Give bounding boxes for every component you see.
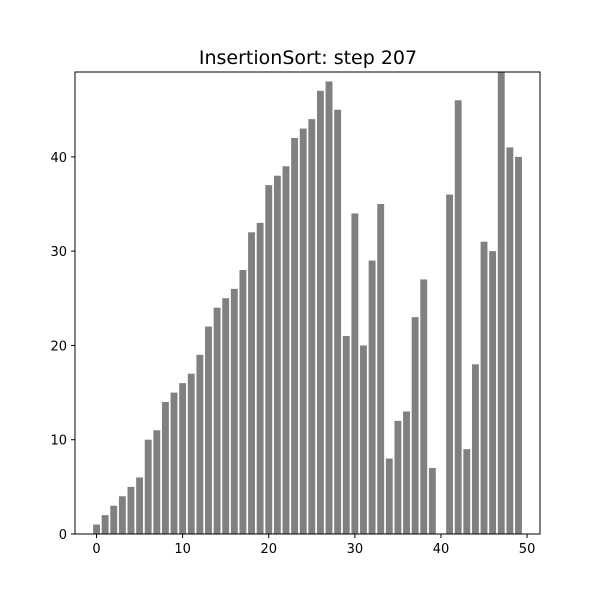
bar (93, 524, 100, 534)
bar (230, 288, 238, 534)
bars-group (93, 72, 522, 535)
bar (428, 468, 436, 534)
plot-frame (74, 71, 541, 535)
bar (515, 156, 522, 535)
x-tick-label: 50 (519, 542, 536, 557)
y-tick-label: 0 (59, 528, 67, 543)
bar (342, 336, 350, 534)
bar (144, 439, 152, 534)
bar (187, 373, 195, 534)
x-tick-label: 40 (433, 542, 450, 557)
bar (489, 251, 497, 534)
bar (316, 90, 324, 535)
bar (394, 420, 402, 534)
bar (385, 458, 393, 534)
bar (179, 383, 187, 534)
bar (196, 354, 204, 534)
bar (205, 326, 212, 534)
bar (265, 185, 273, 534)
y-tick-label: 20 (50, 339, 67, 354)
bar (282, 166, 290, 535)
bar (118, 496, 126, 534)
bar (480, 241, 488, 534)
x-tick-label: 10 (174, 542, 191, 557)
bar (463, 449, 471, 534)
y-tick-label: 10 (50, 434, 67, 449)
bar (368, 260, 376, 534)
bar (446, 194, 454, 534)
bar (308, 119, 316, 534)
bar (239, 270, 247, 534)
x-axis-ticks: 0 10 20 30 40 50 (92, 534, 535, 557)
bar (136, 477, 144, 534)
bar (411, 317, 419, 534)
bar (334, 109, 342, 535)
bar (248, 232, 255, 535)
bar (101, 515, 109, 534)
y-tick-label: 40 (50, 151, 67, 166)
bar (403, 411, 410, 534)
bar (506, 147, 514, 534)
bar (299, 128, 307, 534)
bar (291, 138, 299, 534)
bar (360, 345, 367, 534)
bar (454, 100, 462, 534)
bar (256, 222, 264, 535)
bar (325, 81, 333, 535)
bar (127, 486, 135, 534)
bar (213, 307, 221, 534)
x-tick-label: 20 (260, 542, 277, 557)
x-tick-label: 0 (92, 542, 100, 557)
y-tick-label: 30 (50, 245, 67, 260)
bar (497, 72, 505, 534)
bar (471, 364, 479, 534)
y-axis-ticks: 0 10 20 30 40 (50, 151, 75, 543)
bar (110, 505, 118, 534)
bar (351, 213, 359, 534)
bar (377, 204, 385, 534)
bar (153, 430, 161, 534)
bar (222, 298, 230, 534)
bar (161, 402, 169, 534)
bar (273, 175, 281, 534)
bar (170, 392, 178, 534)
chart-title: InsertionSort: step 207 (199, 47, 417, 69)
x-tick-label: 30 (347, 542, 364, 557)
bar (420, 279, 428, 534)
